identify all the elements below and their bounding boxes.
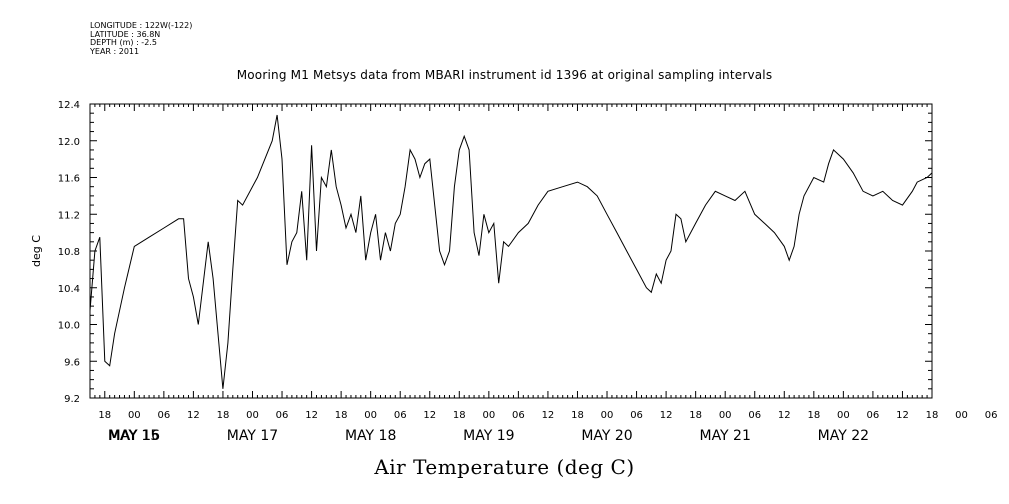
y-tick-label: 11.6: [58, 174, 80, 185]
x-hour-label: 06: [867, 410, 880, 421]
x-axis-label: Air Temperature (deg C): [374, 455, 635, 479]
x-hour-label: 06: [157, 410, 170, 421]
series-line: [89, 114, 933, 389]
x-hour-label: 18: [807, 410, 820, 421]
x-hour-label: 18: [926, 410, 939, 421]
x-hour-label: 18: [571, 410, 584, 421]
x-axis: 18 00 06 12 18 00 06 12 18 00 06 12 18 00 06 12 18 00 06 12…: [89, 104, 998, 444]
x-hour-label: 18: [335, 410, 348, 421]
x-hour-label: 00: [364, 410, 377, 421]
x-hour-label: 18: [453, 410, 466, 421]
x-hour-label: 00: [128, 410, 141, 421]
x-hour-label: 06: [748, 410, 761, 421]
plot-frame: [89, 103, 933, 399]
y-tick-label: 10.0: [58, 321, 80, 332]
x-hour-label: 18: [217, 410, 230, 421]
x-hour-label: 12: [896, 410, 909, 421]
x-hour-label: 18: [689, 410, 702, 421]
x-hour-label: 00: [601, 410, 614, 421]
y-axis: 9.2 9.6 10.0 10.4 10.8 11.2 11.6 12.0 12.4: [58, 100, 932, 405]
x-hour-label: 00: [246, 410, 259, 421]
metadata-block: LONGITUDE : 122W(-122) LATITUDE : 36.8N …: [90, 21, 193, 56]
latitude-line: LATITUDE : 36.8N: [90, 29, 161, 39]
x-hour-label: 12: [187, 410, 200, 421]
x-hour-label: 00: [837, 410, 850, 421]
x-hour-label: 06: [985, 410, 998, 421]
longitude-line: LONGITUDE : 122W(-122): [90, 21, 193, 30]
y-axis-label: deg C: [30, 235, 43, 267]
chart-title: Mooring M1 Metsys data from MBARI instru…: [236, 68, 773, 82]
x-day-label: MAY 16: [109, 428, 160, 444]
x-hour-label: 12: [660, 410, 673, 421]
x-day-label: MAY 19: [463, 428, 514, 444]
y-tick-label: 12.4: [58, 100, 80, 111]
x-hour-label: 06: [394, 410, 407, 421]
x-day-label: MAY 18: [345, 428, 396, 444]
x-hour-label: 18: [98, 410, 111, 421]
x-day-label: MAY 21: [699, 428, 750, 444]
x-hour-label: 06: [630, 410, 643, 421]
x-hour-label: 00: [482, 410, 495, 421]
x-hour-label: 06: [276, 410, 289, 421]
x-hour-label: 00: [955, 410, 968, 421]
y-tick-label: 11.2: [58, 210, 80, 221]
x-hour-label: 12: [778, 410, 791, 421]
x-hour-label: 12: [542, 410, 555, 421]
x-hour-label: 12: [305, 410, 318, 421]
y-tick-label: 10.8: [58, 247, 80, 258]
depth-line: DEPTH (m) : -2.5: [90, 38, 157, 48]
year-line: YEAR : 2011: [90, 46, 140, 56]
x-hour-label: 00: [719, 410, 732, 421]
y-tick-label: 9.6: [64, 357, 80, 368]
y-tick-label: 9.2: [64, 394, 80, 405]
y-tick-label: 10.4: [58, 284, 80, 295]
x-day-label: MAY 22: [818, 428, 869, 444]
x-day-label: MAY 20: [581, 428, 632, 444]
y-tick-label: 12.0: [58, 137, 80, 148]
x-day-label: MAY 15: [108, 428, 159, 444]
x-hour-label: 06: [512, 410, 525, 421]
x-hour-label: 12: [423, 410, 436, 421]
x-day-label: MAY 17: [227, 428, 278, 444]
